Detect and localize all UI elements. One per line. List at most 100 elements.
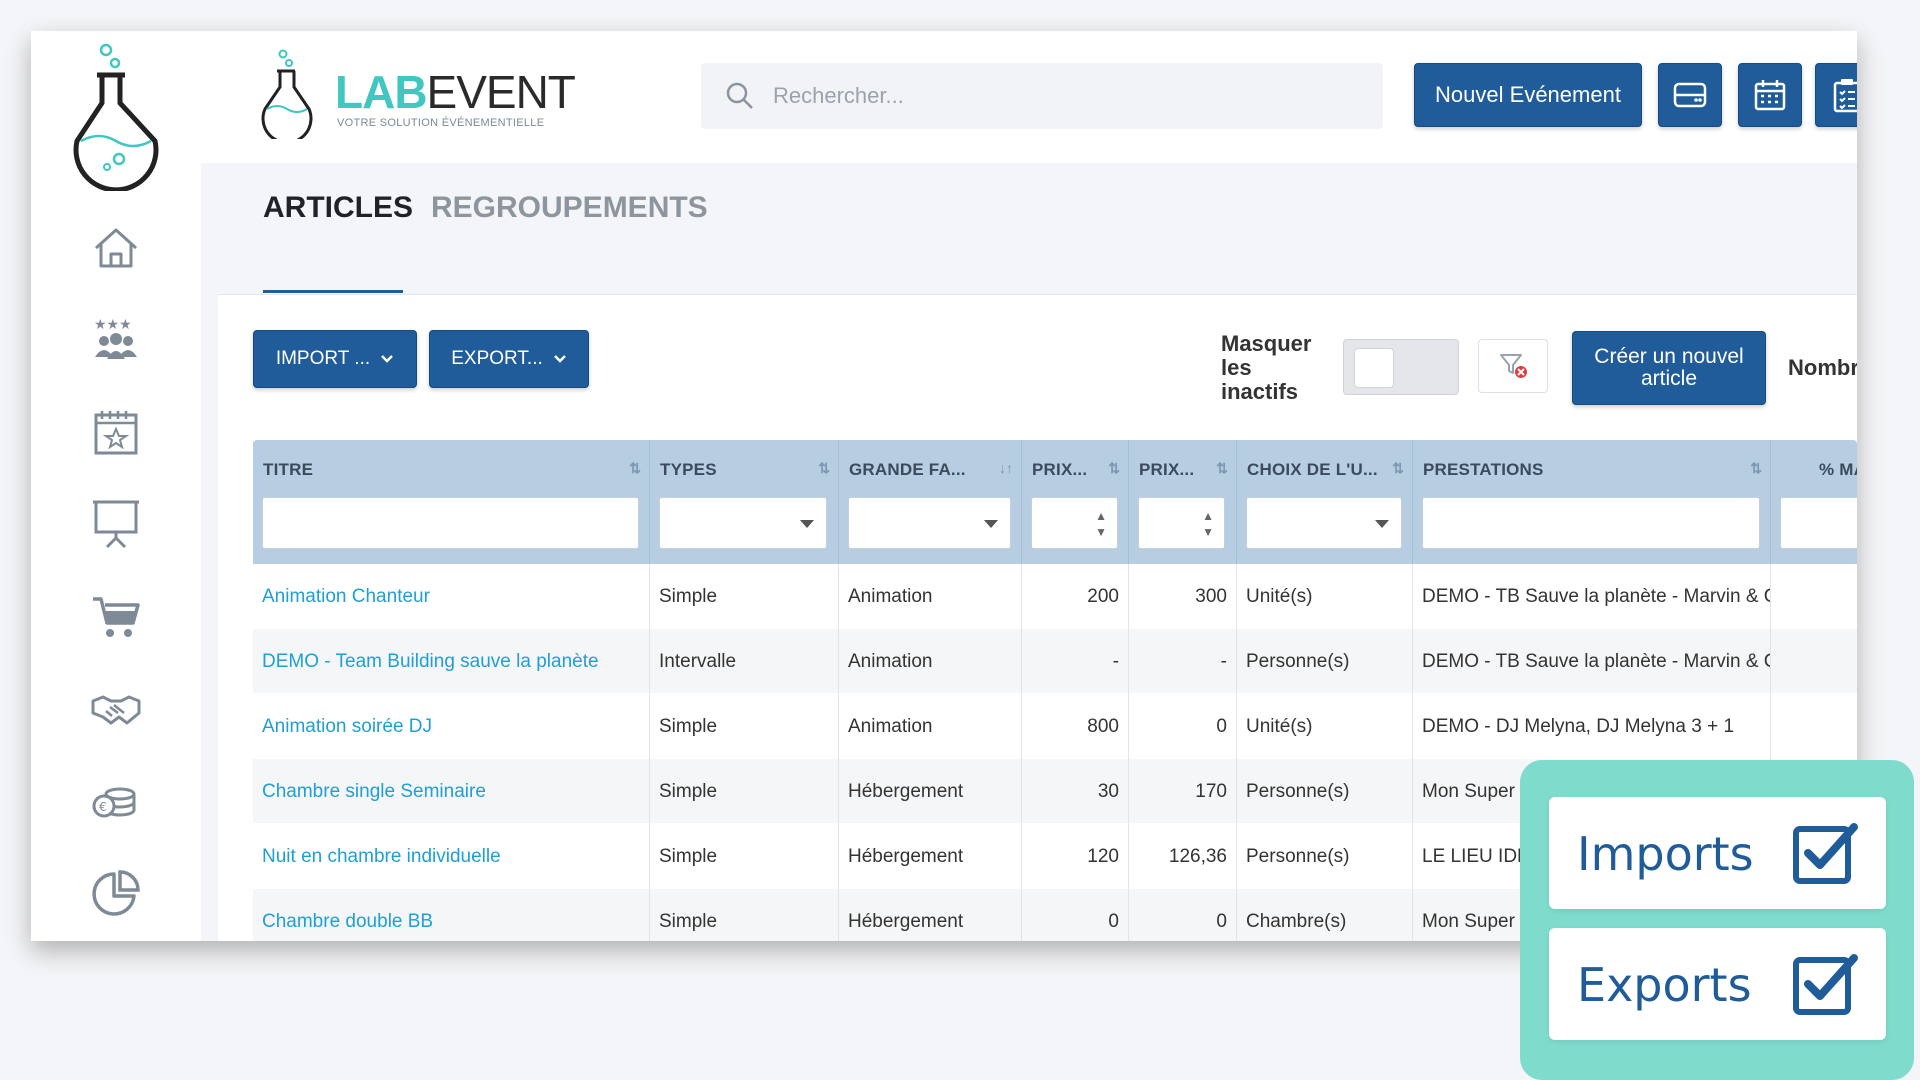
column-header-prix2[interactable]: PRIX... ⇅ ▲ ▼ [1129,440,1237,564]
sidebar-item-home[interactable] [89,221,143,275]
brand-name: LABEVENT [335,66,576,118]
create-article-button[interactable]: Créer un nouvel article [1572,331,1766,405]
table-row[interactable]: DEMO - Team Building sauve la planète In… [253,629,1857,694]
cell-choix: Unité(s) [1237,564,1413,629]
features-overlay-card: Imports Exports [1520,760,1914,1080]
column-header-types[interactable]: TYPES ⇅ [650,440,839,564]
filter-input-prestations[interactable] [1422,497,1760,549]
flask-logo-icon [73,43,159,191]
cell-titre[interactable]: Animation Chanteur [253,564,650,629]
cell-famille: Animation [839,629,1022,694]
cell-prix2: 0 [1129,889,1237,941]
filter-select-types[interactable] [659,497,827,549]
sidebar-item-team[interactable]: ★★★ [89,314,143,368]
column-header-famille[interactable]: GRANDE FA... ↓↑ [839,440,1022,564]
filter-input-titre[interactable] [262,497,639,549]
cell-prix1: 120 [1022,824,1129,889]
cell-prix2: 300 [1129,564,1237,629]
cell-type: Simple [650,759,839,824]
tab-articles[interactable]: ARTICLES [263,191,413,224]
spinner-icon[interactable]: ▲ ▼ [1095,509,1107,539]
home-icon [94,228,138,268]
toggle-knob [1354,348,1394,388]
sort-icon[interactable]: ⇅ [1108,460,1120,476]
cell-titre[interactable]: DEMO - Team Building sauve la planète [253,629,650,694]
cell-choix: Personne(s) [1237,824,1413,889]
export-label: EXPORT... [451,348,543,369]
sidebar-item-finance[interactable]: € [89,773,143,827]
column-header-prix1[interactable]: PRIX... ⇅ ▲ ▼ [1022,440,1129,564]
spinner-icon[interactable]: ▲ ▼ [1202,509,1214,539]
cell-prix2: 0 [1129,694,1237,759]
sidebar-item-events[interactable] [89,406,143,460]
tabs-divider [218,294,1857,295]
new-event-button[interactable]: Nouvel Evénement [1414,63,1642,127]
cell-prix1: 0 [1022,889,1129,941]
filter-select-choix[interactable] [1246,497,1402,549]
sidebar: ★★★ € [31,31,201,941]
cell-titre[interactable]: Nuit en chambre individuelle [253,824,650,889]
cell-famille: Hébergement [839,759,1022,824]
cell-prestations: DEMO - DJ Melyna, DJ Melyna 3 + 1 [1413,694,1771,759]
import-dropdown-button[interactable]: IMPORT ... [253,330,417,388]
clear-filter-button[interactable] [1478,339,1548,393]
cell-prix1: - [1022,629,1129,694]
column-header-marge[interactable]: % MA [1771,440,1857,564]
table-row[interactable]: Animation soirée DJ Simple Animation 800… [253,694,1857,759]
top-bar: LABEVENT VOTRE SOLUTION ÉVÉNEMENTIELLE N… [201,31,1857,163]
sidebar-item-partners[interactable] [89,682,143,736]
tab-regroupements[interactable]: REGROUPEMENTS [431,191,708,224]
feature-imports: Imports [1549,797,1886,909]
filter-select-famille[interactable] [848,497,1011,549]
chevron-down-icon [381,355,394,363]
sidebar-item-cart[interactable] [89,590,143,644]
export-dropdown-button[interactable]: EXPORT... [429,330,589,388]
sort-icon[interactable]: ⇅ [1750,460,1762,476]
cell-choix: Unité(s) [1237,694,1413,759]
filter-clear-icon [1500,354,1527,378]
articles-grid: TITRE ⇅ TYPES ⇅ GRANDE FA... ↓↑ PRIX... ⇅ ▲ ▼… [253,440,1857,941]
sidebar-item-stats[interactable] [89,867,143,921]
cell-type: Intervalle [650,629,839,694]
sort-icon[interactable]: ↓↑ [999,460,1013,476]
cell-famille: Hébergement [839,824,1022,889]
cell-prix2: - [1129,629,1237,694]
cell-prestations: DEMO - TB Sauve la planète - Marvin & C [1413,629,1771,694]
table-row[interactable]: Animation Chanteur Simple Animation 200 … [253,564,1857,629]
filter-input-marge[interactable] [1780,497,1857,549]
mask-inactive-label: Masquer les inactifs [1221,331,1312,404]
cell-marge [1771,694,1857,759]
search-bar[interactable] [701,63,1383,129]
brand-logo[interactable]: LABEVENT VOTRE SOLUTION ÉVÉNEMENTIELLE [259,47,576,147]
column-header-titre[interactable]: TITRE ⇅ [253,440,650,564]
search-icon [726,82,753,109]
calendar-icon [1754,80,1786,111]
search-input[interactable] [773,83,1333,109]
filter-number-prix1[interactable]: ▲ ▼ [1031,497,1118,549]
flask-small-icon [261,49,313,139]
cell-type: Simple [650,694,839,759]
sort-icon[interactable]: ⇅ [1216,460,1228,476]
sort-icon[interactable]: ⇅ [1392,460,1404,476]
mask-inactive-toggle[interactable] [1343,339,1459,395]
card-button[interactable] [1658,63,1722,127]
column-header-choix[interactable]: CHOIX DE L'U... ⇅ [1237,440,1413,564]
sort-icon[interactable]: ⇅ [818,460,830,476]
cell-titre[interactable]: Chambre single Seminaire [253,759,650,824]
column-header-prestations[interactable]: PRESTATIONS ⇅ [1413,440,1771,564]
count-label: Nombr [1788,355,1857,380]
cell-titre[interactable]: Animation soirée DJ [253,694,650,759]
cell-titre[interactable]: Chambre double BB [253,889,650,941]
cell-prix1: 200 [1022,564,1129,629]
sidebar-item-presentation[interactable] [89,496,143,550]
cart-icon [93,597,140,637]
presentation-board-icon [93,500,139,549]
calendar-button[interactable] [1738,63,1802,127]
sort-icon[interactable]: ⇅ [629,460,641,476]
cell-famille: Animation [839,564,1022,629]
brand-tagline: VOTRE SOLUTION ÉVÉNEMENTIELLE [337,117,545,129]
filter-number-prix2[interactable]: ▲ ▼ [1138,497,1225,549]
event-calendar-icon [94,411,138,455]
clipboard-button[interactable] [1815,63,1857,127]
articles-panel: IMPORT ... EXPORT... Masquer les inactif… [218,295,1857,941]
